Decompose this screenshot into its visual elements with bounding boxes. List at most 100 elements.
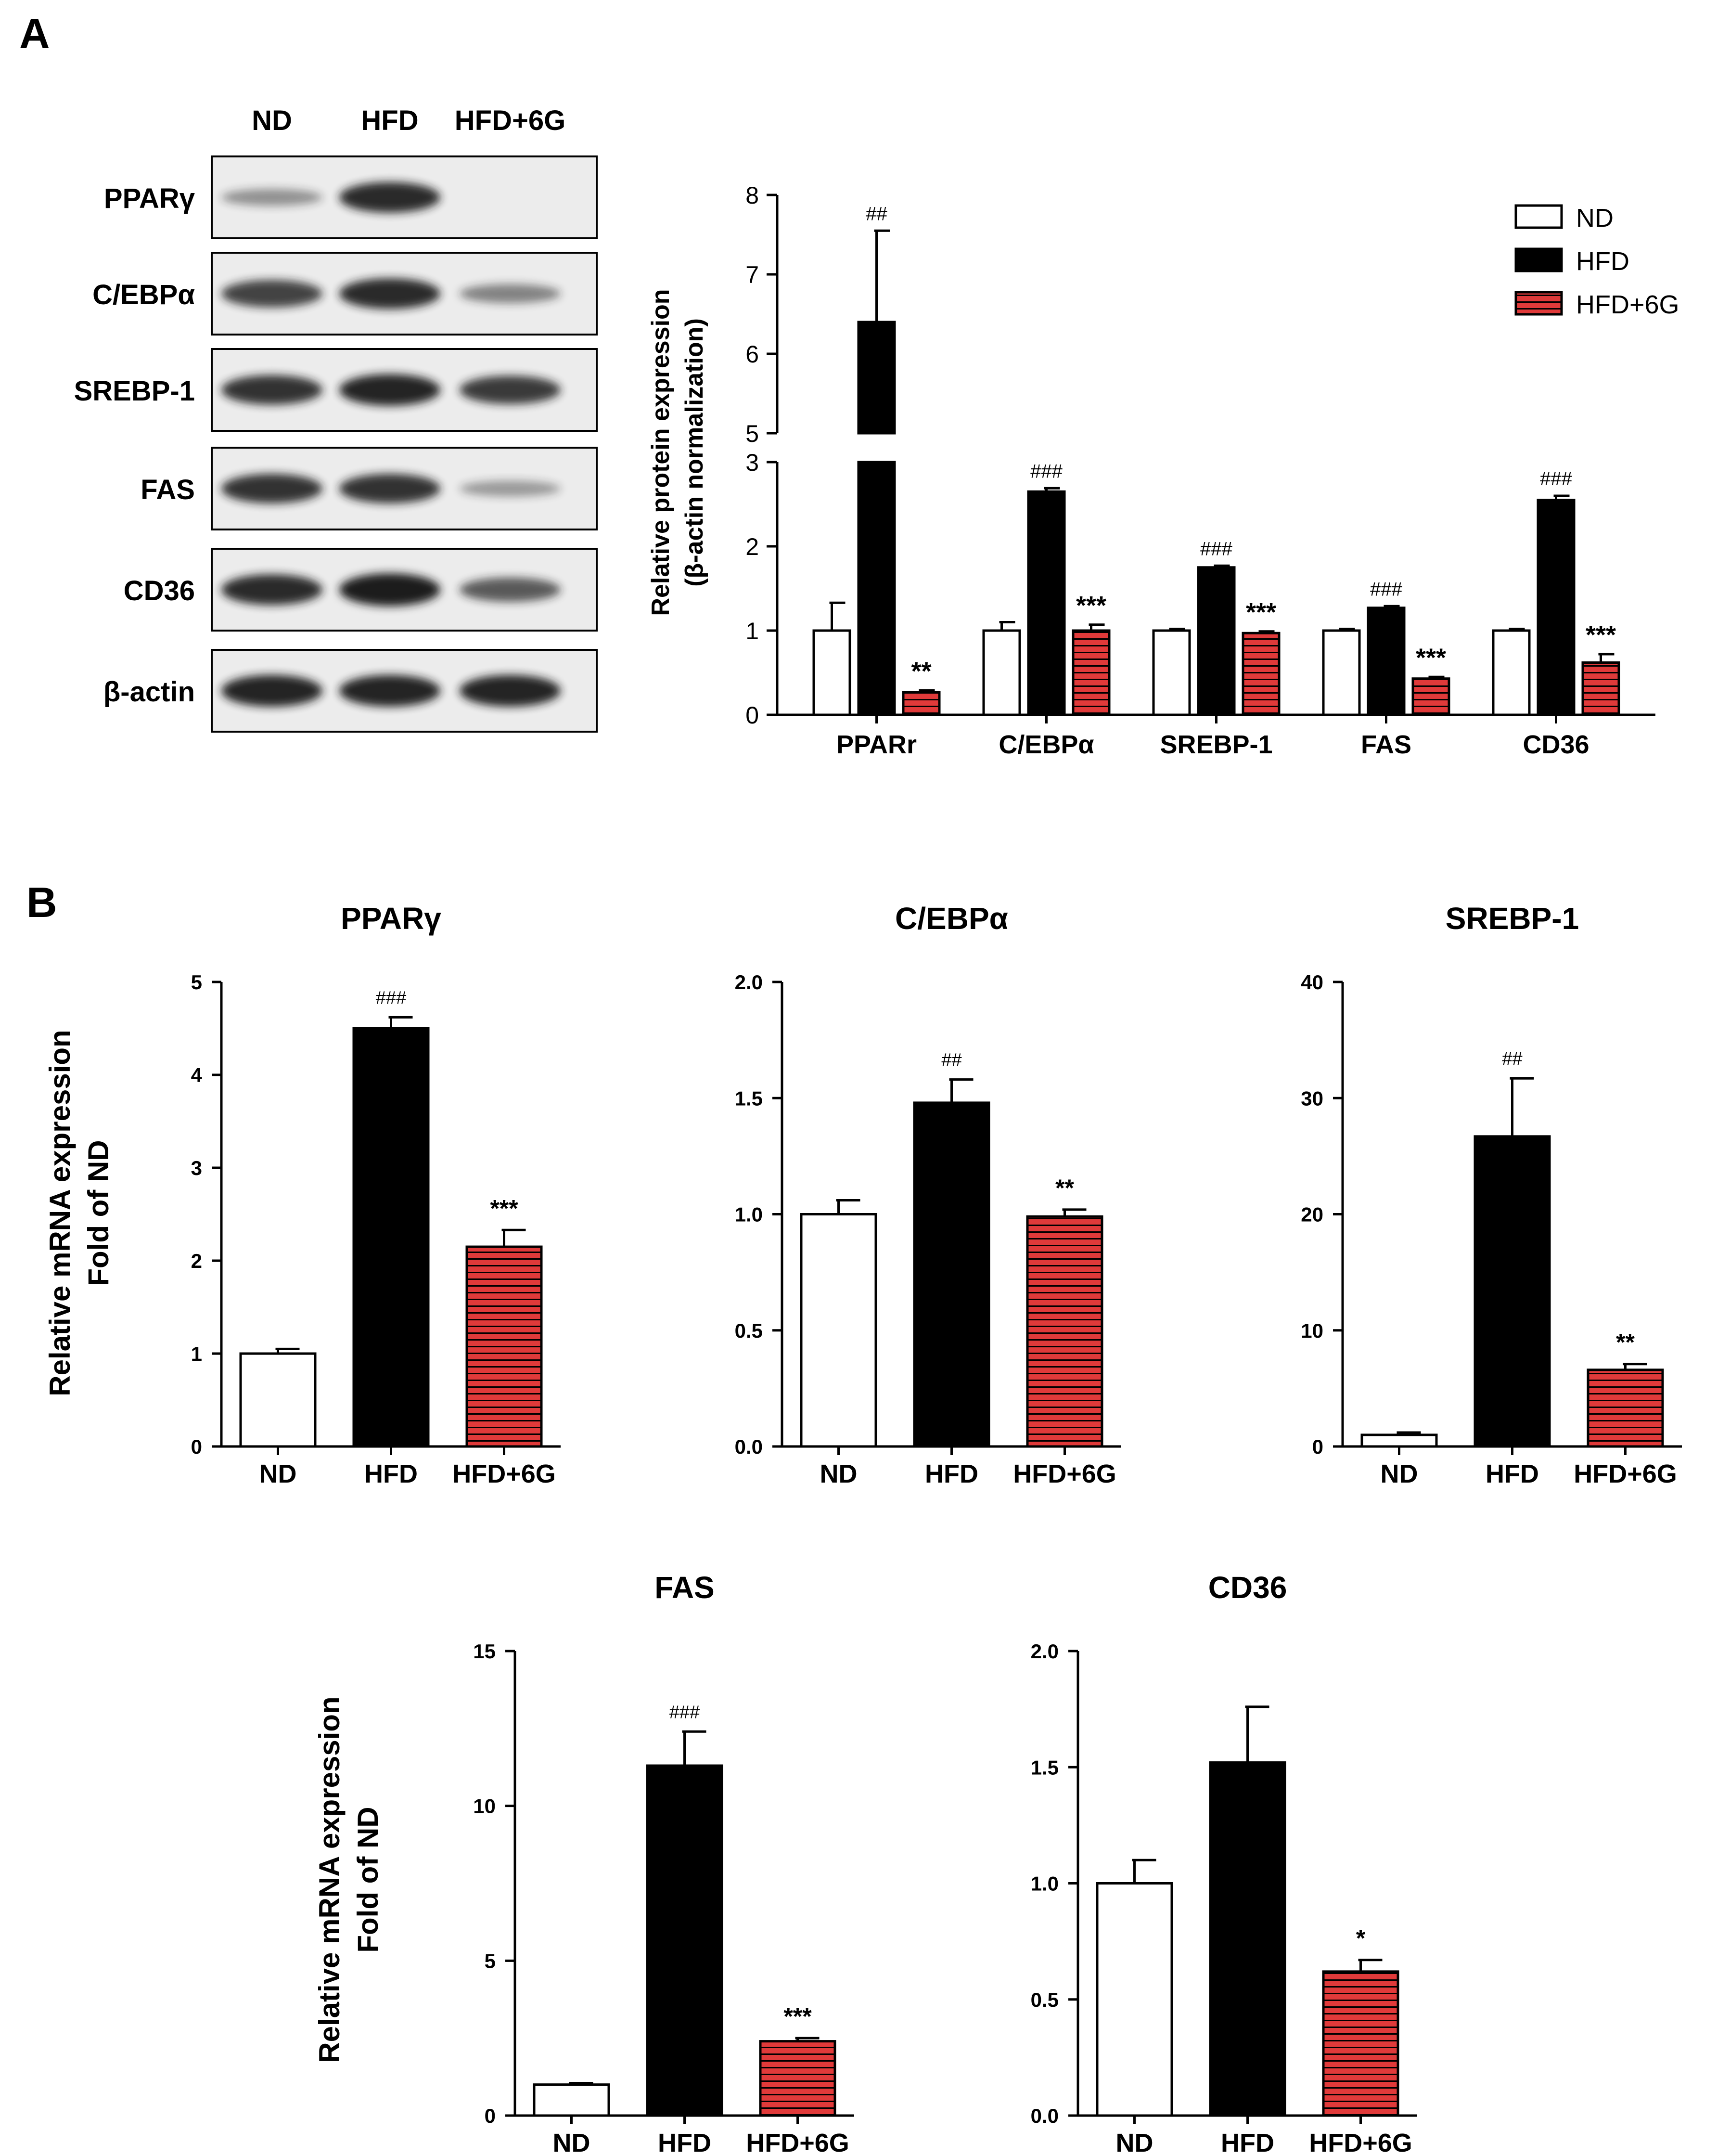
y-tick-label: 10 <box>473 1795 496 1818</box>
y-tick-label: 2.0 <box>1031 1640 1059 1663</box>
significance-mark-hash: ## <box>1502 1049 1522 1069</box>
legend-label: HFD+6G <box>1576 290 1679 319</box>
significance-mark-star: *** <box>490 1195 518 1222</box>
x-tick-label: PPARr <box>836 730 917 759</box>
blot-row-label: β-actin <box>103 676 195 708</box>
significance-mark-hash: ### <box>1200 538 1232 559</box>
chart-title: PPARγ <box>341 901 441 936</box>
bar-nd <box>1152 629 1191 716</box>
panel-label-b: B <box>26 878 57 926</box>
bar-nd <box>239 1352 317 1448</box>
y-tick-label: 0.0 <box>1031 2104 1059 2127</box>
bar-nd <box>1360 1433 1438 1448</box>
y-axis-label: (β-actin normalization) <box>680 318 708 587</box>
blot-band <box>221 474 322 503</box>
y-tick-label: 30 <box>1301 1087 1323 1110</box>
y-tick-label: 6 <box>745 341 759 368</box>
blot-lane-label: HFD <box>361 105 418 136</box>
significance-mark-star: ** <box>1055 1175 1074 1201</box>
bar-hfd6g <box>1026 1215 1103 1448</box>
blot-band <box>339 374 440 406</box>
significance-mark-star: *** <box>1586 620 1616 649</box>
bar-hfd <box>913 1101 990 1448</box>
blot-band <box>221 375 322 405</box>
bar-nd <box>982 629 1021 716</box>
y-tick-label: 5 <box>485 1949 496 1972</box>
significance-mark-star: *** <box>1246 598 1276 627</box>
x-tick-label: SREBP-1 <box>1160 730 1272 759</box>
y-axis-label: Relative mRNA expression <box>313 1696 346 2063</box>
bar-hfd6g <box>902 691 941 716</box>
y-tick-label: 4 <box>191 1064 203 1086</box>
x-tick-label: CD36 <box>1523 730 1589 759</box>
y-axis-label: Fold of ND <box>352 1807 384 1952</box>
x-tick-label: HFD <box>1221 2129 1274 2156</box>
y-tick-label: 0.5 <box>735 1319 763 1342</box>
chart-title: SREBP-1 <box>1446 901 1579 936</box>
significance-mark-hash: ### <box>1370 579 1402 600</box>
y-tick-label: 1 <box>745 618 759 645</box>
bar-nd <box>1096 1882 1173 2117</box>
significance-mark-star: ** <box>1616 1329 1635 1356</box>
blot-band <box>221 189 322 206</box>
bar-hfd <box>857 321 896 435</box>
y-tick-label: 5 <box>745 420 759 447</box>
blot-band <box>460 675 561 707</box>
bar-hfd <box>352 1027 430 1448</box>
bar-hfd6g <box>1581 661 1620 716</box>
western-blot: ND HFD HFD+6G PPARγ C/EBPα SREBP-1 FAS CD36 β-ac… <box>74 105 598 733</box>
significance-mark-star: * <box>1356 1925 1366 1952</box>
blot-band <box>339 675 440 707</box>
significance-mark-hash: ### <box>376 988 406 1008</box>
blot-row-label: SREBP-1 <box>74 375 195 407</box>
bar-hfd6g <box>1072 629 1111 716</box>
bar-hfd <box>1537 499 1576 716</box>
legend-label: ND <box>1576 204 1614 232</box>
bar-nd <box>533 2083 610 2117</box>
bar-hfd6g <box>1587 1368 1664 1448</box>
blot-lane-label: ND <box>252 105 292 136</box>
blot-band <box>460 480 561 497</box>
bar-hfd <box>646 1764 723 2117</box>
y-tick-label: 1.0 <box>1031 1872 1059 1895</box>
y-tick-label: 15 <box>473 1640 496 1663</box>
bar-hfd <box>1474 1135 1551 1448</box>
significance-mark-star: *** <box>783 2003 812 2030</box>
x-tick-label: ND <box>820 1459 858 1488</box>
bar-hfd6g <box>1411 677 1450 716</box>
x-tick-label: HFD+6G <box>1574 1459 1677 1488</box>
y-tick-label: 0 <box>485 2104 496 2127</box>
x-tick-label: ND <box>1116 2129 1153 2156</box>
blot-row-label: C/EBPα <box>92 279 195 310</box>
y-tick-label: 3 <box>745 449 759 476</box>
blot-lane-label: HFD+6G <box>455 105 565 136</box>
x-tick-label: HFD+6G <box>1013 1459 1116 1488</box>
significance-mark-star: *** <box>1076 591 1106 620</box>
y-tick-label: 0 <box>745 702 759 729</box>
y-tick-label: 20 <box>1301 1203 1323 1226</box>
blot-band <box>460 284 561 303</box>
y-tick-label: 7 <box>745 261 759 288</box>
legend-label: HFD <box>1576 247 1629 276</box>
x-tick-label: ND <box>553 2129 590 2156</box>
bar-hfd <box>1209 1761 1286 2117</box>
significance-mark-star: ** <box>911 657 931 685</box>
y-axis-label: Relative mRNA expression <box>44 1030 76 1396</box>
y-tick-label: 2.0 <box>735 971 763 994</box>
bar-hfd <box>857 461 896 716</box>
y-axis-label: Fold of ND <box>82 1140 115 1286</box>
y-tick-label: 0.0 <box>735 1435 763 1458</box>
blot-band <box>339 573 440 606</box>
legend-swatch-hfd6g <box>1514 291 1563 316</box>
bar-hfd <box>1027 490 1066 716</box>
y-tick-label: 1.5 <box>735 1087 763 1110</box>
significance-mark-hash: ### <box>1030 461 1063 482</box>
x-tick-label: C/EBPα <box>999 730 1094 759</box>
blot-band <box>339 182 440 213</box>
y-tick-label: 1 <box>191 1343 202 1365</box>
bar-hfd6g <box>465 1245 543 1448</box>
y-tick-label: 1.0 <box>735 1203 763 1226</box>
y-tick-label: 2 <box>745 533 759 560</box>
blot-band <box>221 574 322 605</box>
